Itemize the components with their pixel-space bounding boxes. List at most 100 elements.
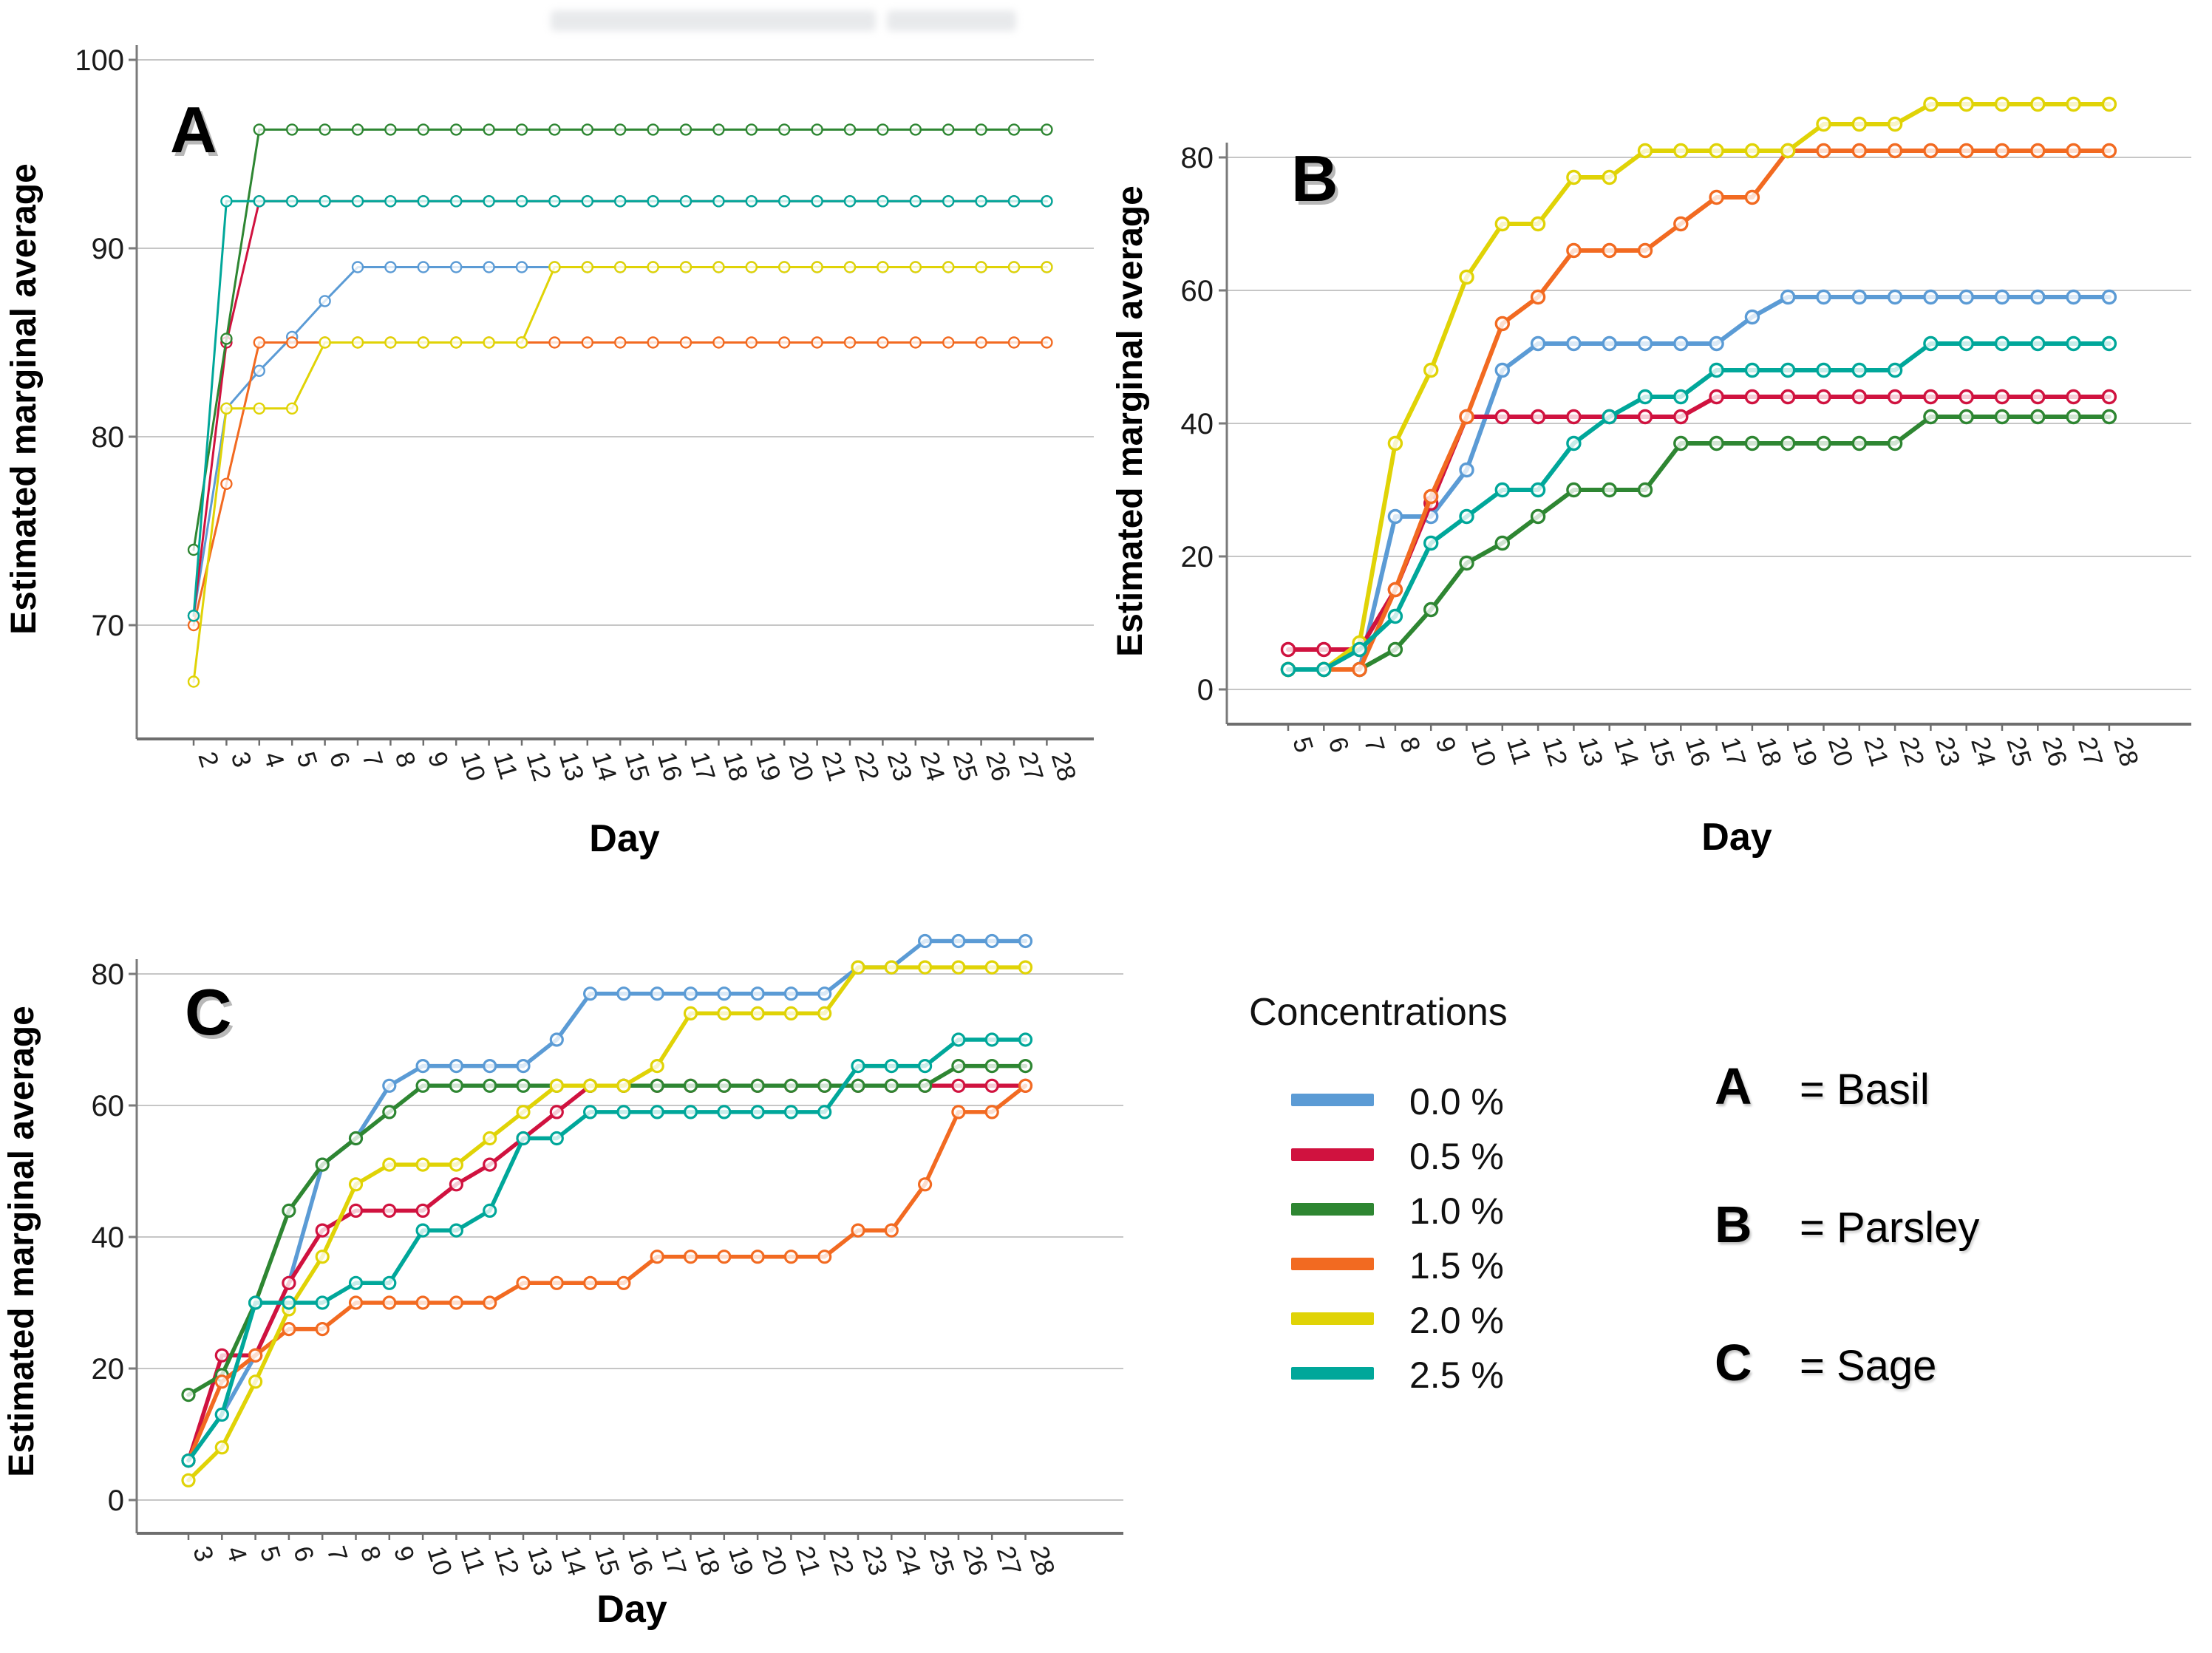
- data-point: [2101, 409, 2117, 425]
- data-point: [483, 336, 495, 349]
- data-point: [1530, 216, 1546, 232]
- data-point: [1994, 409, 2010, 425]
- legend-item-label: 0.5 %: [1409, 1136, 1504, 1177]
- svg-text:23: 23: [1930, 734, 1966, 770]
- data-point: [415, 1157, 430, 1172]
- data-point: [1816, 289, 1831, 305]
- series-1.5: [1280, 143, 2117, 678]
- data-point: [348, 1177, 364, 1192]
- data-point: [1994, 289, 2010, 305]
- data-point: [450, 261, 463, 273]
- data-point: [811, 123, 823, 136]
- data-point: [1887, 389, 1903, 405]
- data-point: [1673, 216, 1689, 232]
- data-point: [951, 1105, 966, 1119]
- svg-text:14: 14: [586, 749, 622, 785]
- svg-text:5: 5: [1287, 734, 1318, 756]
- svg-text:10: 10: [455, 749, 491, 785]
- data-point: [1007, 336, 1021, 349]
- data-point: [1459, 409, 1474, 425]
- y-tick-label: 70: [92, 610, 125, 642]
- data-point: [1816, 435, 1831, 451]
- data-point: [877, 123, 889, 136]
- data-point: [811, 336, 823, 349]
- data-point: [549, 1032, 564, 1047]
- data-point: [1994, 389, 2010, 405]
- data-point: [1851, 289, 1867, 305]
- data-point: [1959, 289, 1974, 305]
- data-point: [515, 336, 528, 349]
- data-point: [750, 1006, 765, 1020]
- data-point: [616, 1078, 631, 1093]
- data-point: [1709, 389, 1724, 405]
- data-point: [1744, 389, 1760, 405]
- data-point: [1780, 289, 1796, 305]
- data-point: [516, 1105, 531, 1119]
- svg-text:8: 8: [355, 1543, 387, 1565]
- data-point: [1602, 409, 1617, 425]
- data-point: [286, 402, 299, 415]
- data-point: [2101, 389, 2117, 405]
- data-point: [1566, 435, 1582, 451]
- data-point: [1673, 409, 1689, 425]
- data-point: [647, 336, 659, 349]
- data-point: [2066, 96, 2081, 112]
- data-point: [549, 1275, 564, 1290]
- data-point: [1494, 362, 1510, 378]
- data-point: [1887, 289, 1903, 305]
- data-point: [942, 336, 955, 349]
- svg-text:11: 11: [488, 749, 523, 783]
- svg-text:12: 12: [1537, 734, 1573, 770]
- data-point: [348, 1275, 364, 1290]
- data-point: [1959, 389, 1974, 405]
- data-point: [581, 336, 593, 349]
- data-point: [449, 1059, 464, 1074]
- svg-text:18: 18: [1751, 734, 1787, 770]
- svg-text:27: 27: [2072, 734, 2109, 770]
- data-point: [351, 123, 364, 136]
- y-tick-label: 0: [1197, 674, 1214, 706]
- data-point: [951, 1078, 966, 1093]
- data-point: [1352, 641, 1367, 658]
- data-point: [450, 195, 463, 208]
- data-point: [581, 195, 593, 208]
- data-point: [1673, 335, 1689, 352]
- data-point: [1041, 123, 1053, 136]
- data-point: [1923, 96, 1939, 112]
- data-point: [581, 123, 593, 136]
- data-point: [417, 336, 429, 349]
- data-point: [1530, 409, 1546, 425]
- data-point: [679, 336, 692, 349]
- svg-text:7: 7: [1358, 734, 1390, 756]
- data-point: [1887, 435, 1903, 451]
- data-point: [1923, 143, 1939, 159]
- data-point: [253, 364, 265, 377]
- data-point: [616, 1105, 631, 1119]
- data-point: [384, 261, 397, 273]
- data-point: [1018, 1059, 1033, 1074]
- data-point: [351, 195, 364, 208]
- data-point: [516, 1275, 531, 1290]
- data-point: [1673, 435, 1689, 451]
- data-point: [1959, 143, 1974, 159]
- data-point: [650, 1059, 664, 1074]
- data-point: [984, 1078, 999, 1093]
- key-label: = Parsley: [1800, 1204, 1980, 1252]
- svg-text:5: 5: [291, 749, 323, 771]
- y-tick-label: 60: [1181, 275, 1214, 307]
- series-0.0: [1280, 289, 2117, 678]
- data-point: [286, 336, 299, 349]
- data-point: [1923, 289, 1939, 305]
- data-point: [282, 1295, 296, 1310]
- svg-text:5: 5: [254, 1543, 286, 1565]
- data-point: [351, 336, 364, 349]
- data-point: [1959, 335, 1974, 352]
- data-point: [415, 1078, 430, 1093]
- svg-text:15: 15: [619, 749, 656, 785]
- data-point: [1851, 143, 1867, 159]
- data-point: [348, 1131, 364, 1146]
- key-letter: B: [1715, 1196, 1752, 1253]
- data-point: [717, 1250, 732, 1264]
- svg-text:22: 22: [1893, 734, 1930, 770]
- data-point: [975, 195, 987, 208]
